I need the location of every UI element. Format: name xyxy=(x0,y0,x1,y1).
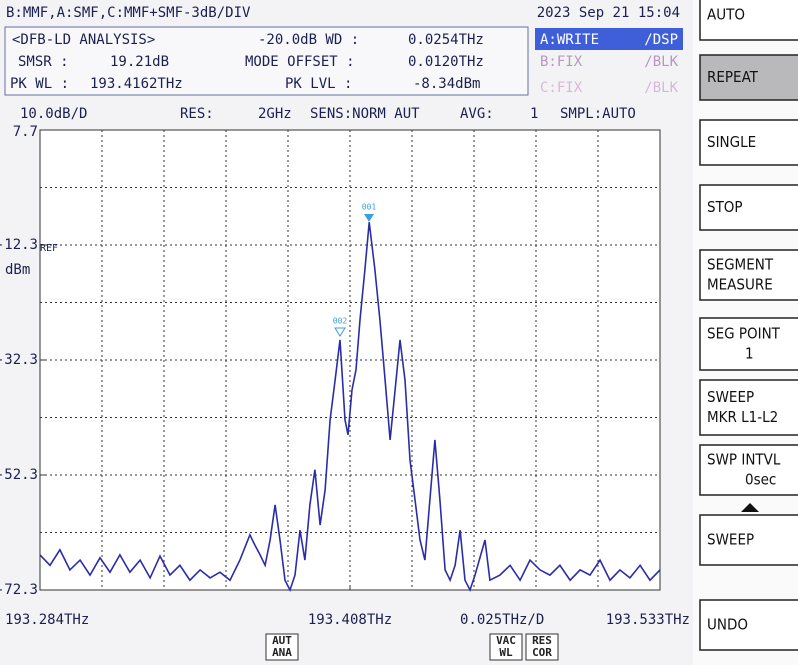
y-tick-label: -32.3 xyxy=(0,352,38,368)
sens: SENS:NORM AUT xyxy=(310,106,420,122)
marker-label: 002 xyxy=(333,317,348,326)
y-tick-label: -12.3 xyxy=(0,237,38,253)
y-tick-label: -72.3 xyxy=(0,582,38,598)
softkey-label: SWEEP xyxy=(707,531,754,549)
softkey-label: 0sec xyxy=(745,471,776,489)
icon-text: COR xyxy=(532,646,552,659)
scale: 10.0dB/D xyxy=(20,106,87,122)
y-tick-label: 7.7 xyxy=(13,124,38,140)
softkey-label: MKR L1-L2 xyxy=(707,408,778,426)
softkey-label: STOP xyxy=(707,198,743,216)
x-div-label: 0.025THz/D xyxy=(460,612,544,628)
trace-mode: /BLK xyxy=(644,80,678,96)
x-tick-label: 193.284THz xyxy=(5,612,89,628)
marker-1 xyxy=(364,214,374,222)
plot xyxy=(39,222,661,593)
pkwl-value: 193.4162THz xyxy=(90,76,183,92)
y-unit: dBm xyxy=(5,262,30,278)
icon-text: AUT xyxy=(272,634,292,647)
trace-mode: /DSP xyxy=(644,32,678,48)
avg-label: AVG: xyxy=(460,106,494,122)
marker-label: 001 xyxy=(362,203,377,212)
softkey-label: MEASURE xyxy=(707,276,773,294)
softkey[interactable] xyxy=(699,379,798,436)
softkey[interactable] xyxy=(699,317,798,371)
trace-label: A:WRITE xyxy=(540,32,599,48)
trace-mode: /BLK xyxy=(644,54,678,70)
softkey-label: REPEAT xyxy=(707,68,759,86)
softkey[interactable] xyxy=(699,54,798,101)
icon-box xyxy=(489,633,523,661)
res-value: 2GHz xyxy=(258,106,292,122)
icon-text: RES xyxy=(532,634,552,647)
datetime: 2023 Sep 21 15:04 xyxy=(537,5,680,21)
analysis-box xyxy=(4,26,529,96)
softkey-label: SEGMENT xyxy=(707,256,774,274)
x-tick-label: 193.408THz xyxy=(308,612,392,628)
icon-box xyxy=(265,633,299,661)
pklvl-label: PK LVL : xyxy=(285,76,352,92)
offset-value: 0.0120THz xyxy=(408,54,484,70)
smsr-value: 19.21dB xyxy=(110,54,169,70)
softkey-label: SWEEP xyxy=(707,388,754,406)
offset-label: MODE OFFSET : xyxy=(245,54,355,70)
pklvl-value: -8.34dBm xyxy=(413,76,480,92)
icon-box xyxy=(525,633,559,661)
trace-config: B:MMF,A:SMF,C:MMF+SMF-3dB/DIV xyxy=(6,5,251,21)
ref-label: REF xyxy=(40,243,58,254)
trace-label: B:FIX xyxy=(540,54,583,70)
analysis-title: <DFB-LD ANALYSIS> xyxy=(12,32,155,48)
marker-2 xyxy=(334,327,346,337)
avg-value: 1 xyxy=(530,106,538,122)
smsr-label: SMSR : xyxy=(18,54,69,70)
pkwl-label: PK WL : xyxy=(10,76,69,92)
icon-text: WL xyxy=(499,646,513,659)
icon-text: VAC xyxy=(496,634,516,647)
smpl: SMPL:AUTO xyxy=(560,106,636,122)
x-tick-label: 193.533THz xyxy=(606,612,690,628)
softkey-label: UNDO xyxy=(707,616,748,634)
softkey-label: 1 xyxy=(745,345,754,363)
softkey[interactable] xyxy=(699,444,798,496)
softkey[interactable] xyxy=(699,184,798,231)
softkey-label: SEG POINT xyxy=(707,325,781,343)
softkey-label: SWP INTVL xyxy=(707,451,781,469)
softkey-label: AUTO xyxy=(707,6,745,24)
softkey[interactable] xyxy=(699,119,798,166)
scroll-arrow[interactable] xyxy=(741,503,759,512)
trace xyxy=(39,222,661,593)
wd-label: -20.0dB WD : xyxy=(258,32,359,48)
softkey[interactable] xyxy=(699,599,798,651)
y-tick-label: -52.3 xyxy=(0,467,38,483)
softkey[interactable] xyxy=(699,0,798,41)
active-trace-bg xyxy=(535,28,683,50)
icon-text: ANA xyxy=(272,646,292,659)
res-label: RES: xyxy=(180,106,214,122)
wd-value: 0.0254THz xyxy=(408,32,484,48)
softkey[interactable] xyxy=(699,514,798,566)
softkey[interactable] xyxy=(699,249,798,301)
trace-label: C:FIX xyxy=(540,80,583,96)
softkey-label: SINGLE xyxy=(707,133,756,151)
grid xyxy=(39,129,661,591)
softkeys: AUTO REPEAT SINGLE STOP SEGMENT MEASURE SEG PO… xyxy=(699,0,798,651)
